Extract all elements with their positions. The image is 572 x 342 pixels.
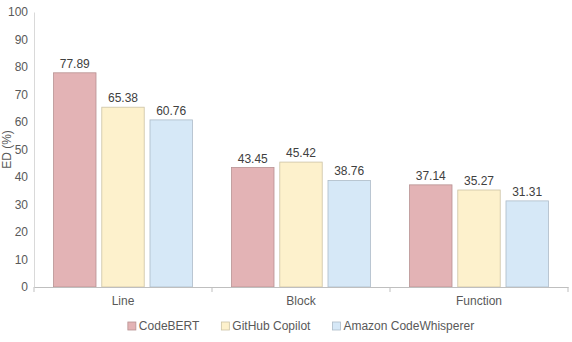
- legend-item: CodeBERT: [128, 319, 200, 333]
- y-tick: 10: [15, 253, 34, 267]
- bar: [506, 201, 548, 287]
- y-tick-label: 20: [15, 225, 29, 239]
- y-axis-line: [34, 13, 35, 288]
- y-tick-label: 70: [15, 88, 29, 102]
- y-tick-label: 0: [21, 280, 28, 294]
- data-label: 37.14: [416, 169, 446, 183]
- legend: CodeBERT GitHub Copilot Amazon CodeWhisper…: [128, 319, 474, 333]
- data-label: 43.45: [238, 152, 268, 166]
- bar: [458, 190, 500, 287]
- y-tick: 50: [15, 143, 34, 157]
- bar: [232, 168, 274, 287]
- data-label: 77.89: [60, 57, 90, 71]
- data-label: 65.38: [108, 91, 138, 105]
- bar: [150, 120, 192, 287]
- x-axis: Line Block Function: [35, 287, 569, 308]
- x-tick: Line: [112, 287, 135, 308]
- y-tick: 60: [15, 115, 34, 129]
- bar: [54, 73, 96, 287]
- x-tick: Function: [456, 287, 502, 308]
- data-labels: 77.89 43.45 37.14 65.38 45.42 35.27 60.76 38.76…: [60, 57, 543, 199]
- y-axis-title: ED (%): [0, 130, 14, 169]
- x-tick-label: Block: [286, 294, 316, 308]
- bars: [54, 73, 549, 287]
- x-axis-line: [35, 287, 569, 288]
- legend-label: GitHub Copilot: [232, 319, 311, 333]
- chart: 0 10 20 30 40 50 60 70 80 90 100 77.89 43.45 37.14 65.…: [0, 0, 572, 342]
- legend-swatch: [221, 322, 229, 330]
- x-tick-label: Line: [112, 294, 135, 308]
- data-label: 38.76: [334, 164, 364, 178]
- data-label: 31.31: [512, 185, 542, 199]
- x-separator: [34, 287, 35, 292]
- bar: [102, 107, 144, 287]
- legend-item: GitHub Copilot: [221, 319, 311, 333]
- legend-label: Amazon CodeWhisperer: [343, 319, 474, 333]
- y-tick: 70: [15, 88, 34, 102]
- x-separator: [568, 287, 569, 292]
- y-tick: 20: [15, 225, 34, 239]
- y-tick: 30: [15, 198, 34, 212]
- data-label: 35.27: [464, 174, 494, 188]
- y-tick-label: 90: [15, 33, 29, 47]
- y-tick-label: 60: [15, 115, 29, 129]
- y-tick: 90: [15, 33, 34, 47]
- y-tick-label: 10: [15, 253, 29, 267]
- y-tick: 80: [15, 60, 34, 74]
- y-tick: 40: [15, 170, 34, 184]
- x-tick: Block: [286, 287, 316, 308]
- y-tick-label: 80: [15, 60, 29, 74]
- y-tick: 100: [8, 5, 34, 19]
- y-tick-label: 100: [8, 5, 28, 19]
- data-label: 60.76: [156, 104, 186, 118]
- plot: 0 10 20 30 40 50 60 70 80 90 100 77.89 43.45 37.14 65.…: [8, 5, 569, 307]
- bar: [410, 185, 452, 287]
- data-label: 45.42: [286, 146, 316, 160]
- x-separator: [212, 287, 213, 292]
- y-tick: 0: [21, 280, 34, 294]
- legend-swatch: [128, 322, 136, 330]
- legend-label: CodeBERT: [139, 319, 200, 333]
- legend-item: Amazon CodeWhisperer: [332, 319, 474, 333]
- legend-swatch: [332, 322, 340, 330]
- x-separator: [390, 287, 391, 292]
- bar: [328, 180, 370, 287]
- y-tick-label: 50: [15, 143, 29, 157]
- bar: [280, 162, 322, 287]
- y-tick-label: 40: [15, 170, 29, 184]
- y-tick-label: 30: [15, 198, 29, 212]
- x-tick-label: Function: [456, 294, 502, 308]
